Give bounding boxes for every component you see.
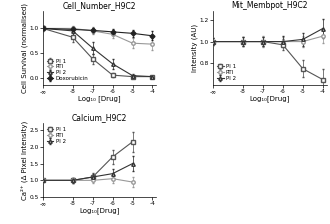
Y-axis label: Intensity (AU): Intensity (AU) xyxy=(192,24,198,72)
Legend: PI 1, RTI, PI 2: PI 1, RTI, PI 2 xyxy=(46,126,67,145)
X-axis label: Log₁₀ [Drug]: Log₁₀ [Drug] xyxy=(78,95,121,102)
X-axis label: Log₁₀[Drug]: Log₁₀[Drug] xyxy=(250,95,290,102)
Y-axis label: Ca²⁺ (Δ Pixel Intensity): Ca²⁺ (Δ Pixel Intensity) xyxy=(20,121,28,200)
Legend: PI 1, RTI, PI 2: PI 1, RTI, PI 2 xyxy=(216,63,237,82)
Title: Cell_Number_H9C2: Cell_Number_H9C2 xyxy=(63,1,136,11)
Title: Calcium_H9C2: Calcium_H9C2 xyxy=(72,114,127,123)
Y-axis label: Cell Survival (normalised): Cell Survival (normalised) xyxy=(21,3,28,93)
Title: Mit_Membpot_H9C2: Mit_Membpot_H9C2 xyxy=(232,1,308,11)
Legend: PI 1, RTI, PI 2, Doxorubicin: PI 1, RTI, PI 2, Doxorubicin xyxy=(46,58,89,82)
X-axis label: Log₁₀[Drug]: Log₁₀[Drug] xyxy=(80,208,120,214)
